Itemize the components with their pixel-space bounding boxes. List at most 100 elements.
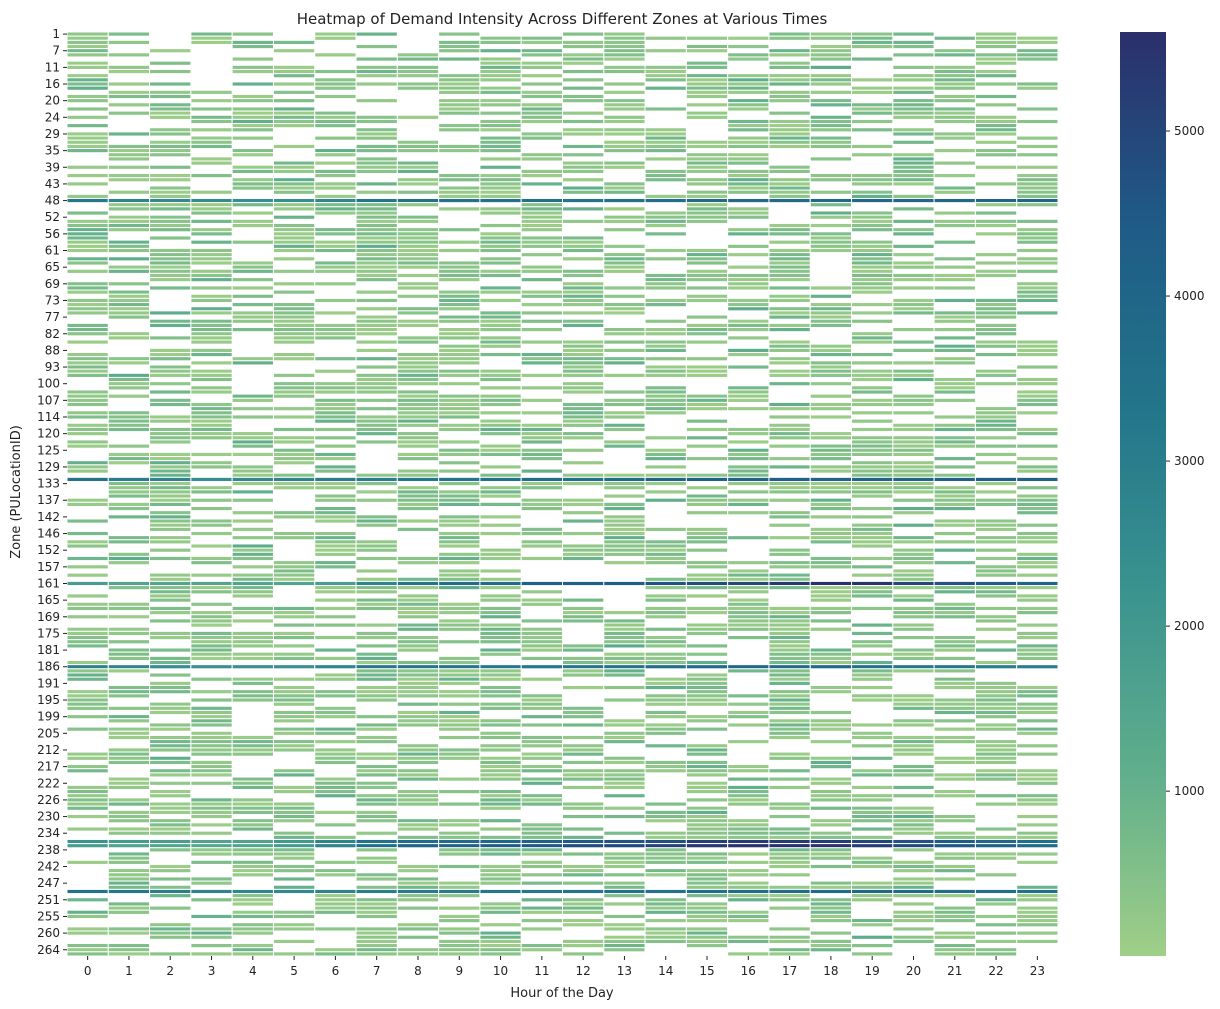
heatmap-cell	[355, 543, 398, 549]
heatmap-cell	[66, 414, 109, 420]
heatmap-cell	[107, 31, 151, 37]
heatmap-cell	[933, 876, 976, 882]
heatmap-cell	[1016, 185, 1059, 191]
heatmap-cell	[107, 372, 151, 378]
heatmap-cell	[892, 868, 935, 874]
heatmap-cell	[272, 381, 316, 387]
heatmap-cell	[685, 560, 729, 566]
heatmap-cell	[231, 535, 274, 541]
heatmap-cell	[892, 934, 935, 940]
heatmap-cell	[562, 734, 605, 741]
heatmap-cell	[355, 472, 398, 478]
heatmap-cell	[355, 81, 398, 87]
heatmap-cell	[396, 318, 440, 324]
heatmap-cell	[1016, 389, 1059, 395]
heatmap-cell	[933, 709, 976, 716]
heatmap-cell	[438, 476, 481, 483]
heatmap-cell	[107, 68, 151, 75]
heatmap-cell	[851, 918, 894, 924]
heatmap-cell	[396, 81, 440, 87]
heatmap-cell	[727, 585, 770, 591]
heatmap-cell	[562, 152, 605, 158]
heatmap-cell	[66, 351, 109, 358]
heatmap-cell	[190, 926, 233, 932]
heatmap-cell	[851, 443, 894, 449]
heatmap-cell	[479, 876, 522, 882]
heatmap-cell	[603, 426, 646, 433]
heatmap-cell	[892, 401, 935, 408]
heatmap-cell	[149, 497, 192, 503]
heatmap-cell	[1016, 239, 1059, 245]
heatmap-cell	[809, 759, 853, 766]
y-tick-label: 264	[37, 943, 60, 957]
heatmap-cell	[355, 481, 398, 487]
heatmap-cell	[520, 222, 563, 229]
heatmap-cell	[314, 297, 357, 304]
heatmap-cell	[851, 826, 894, 832]
heatmap-cell	[768, 884, 811, 890]
heatmap-cell	[272, 855, 316, 861]
heatmap-cell	[851, 410, 894, 416]
heatmap-cell	[66, 356, 109, 362]
heatmap-cell	[396, 64, 440, 70]
heatmap-cell	[892, 306, 935, 312]
heatmap-cell	[809, 372, 853, 378]
heatmap-cell	[892, 751, 935, 757]
heatmap-cell	[190, 876, 233, 882]
heatmap-cell	[396, 580, 440, 587]
heatmap-cell	[355, 264, 398, 270]
heatmap-cell	[149, 489, 192, 495]
heatmap-cell	[974, 614, 1018, 620]
heatmap-cell	[933, 643, 976, 649]
heatmap-cell	[272, 68, 316, 75]
heatmap-cell	[974, 547, 1018, 553]
heatmap-cell	[479, 801, 522, 807]
heatmap-cell	[66, 635, 109, 641]
heatmap-cell	[727, 173, 770, 179]
heatmap-cell	[314, 476, 357, 483]
heatmap-cell	[520, 601, 563, 607]
heatmap-cell	[520, 206, 563, 212]
heatmap-cell	[809, 755, 853, 761]
heatmap-cell	[355, 143, 398, 150]
heatmap-cell	[190, 851, 233, 857]
heatmap-cell	[66, 555, 109, 562]
heatmap-cell	[727, 843, 770, 849]
heatmap-cell	[768, 98, 811, 104]
heatmap-cell	[355, 518, 398, 524]
heatmap-cell	[479, 327, 522, 333]
heatmap-cell	[438, 693, 481, 699]
heatmap-cell	[107, 851, 151, 857]
heatmap-cell	[520, 168, 563, 175]
heatmap-cell	[974, 585, 1018, 591]
heatmap-cell	[190, 635, 233, 641]
heatmap-cell	[851, 397, 894, 403]
heatmap-cell	[231, 356, 274, 362]
heatmap-cell	[272, 834, 316, 840]
heatmap-cell	[809, 77, 853, 83]
heatmap-cell	[355, 605, 398, 612]
heatmap-cell	[314, 389, 357, 395]
heatmap-cell	[479, 210, 522, 216]
heatmap-cell	[66, 181, 109, 187]
heatmap-cell	[479, 177, 522, 183]
heatmap-cell	[974, 343, 1018, 349]
heatmap-cell	[520, 764, 563, 770]
heatmap-cell	[231, 293, 274, 299]
heatmap-cell	[438, 193, 481, 199]
heatmap-cell	[438, 110, 481, 116]
heatmap-cell	[479, 747, 522, 753]
heatmap-cell	[603, 243, 646, 249]
heatmap-cell	[562, 381, 605, 387]
heatmap-cell	[355, 676, 398, 682]
heatmap-cell	[272, 560, 316, 566]
heatmap-cell	[149, 635, 192, 641]
heatmap-cell	[933, 347, 976, 353]
heatmap-cell	[396, 476, 440, 483]
heatmap-cell	[685, 689, 729, 695]
heatmap-cell	[149, 847, 192, 853]
heatmap-cell	[149, 930, 192, 936]
heatmap-cell	[562, 422, 605, 428]
heatmap-cell	[727, 243, 770, 249]
heatmap-cell	[479, 376, 522, 383]
